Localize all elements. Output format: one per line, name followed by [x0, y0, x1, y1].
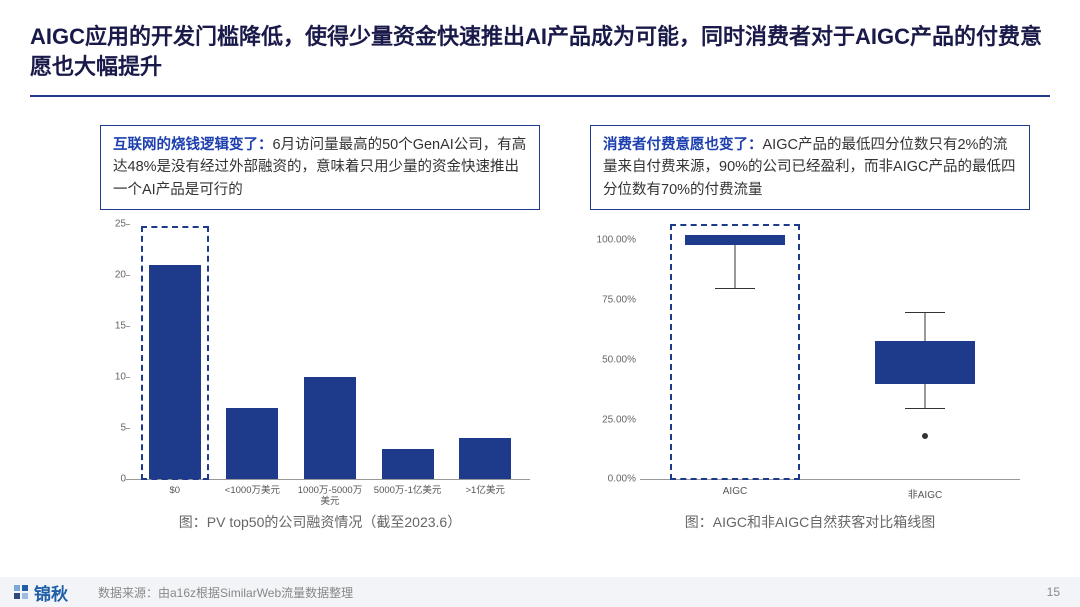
page-title: AIGC应用的开发门槛降低，使得少量资金快速推出AI产品成为可能，同时消费者对于… [30, 22, 1050, 81]
bar [226, 408, 278, 479]
boxplot-ytick-label: 100.00% [590, 235, 636, 246]
bar-ytick-label: 20 [102, 270, 126, 281]
boxplot-xlabels: AIGC非AIGC [640, 482, 1020, 504]
header: AIGC应用的开发门槛降低，使得少量资金快速推出AI产品成为可能，同时消费者对于… [0, 0, 1080, 89]
bar-xlabel: 5000万-1亿美元 [372, 482, 444, 504]
bar-xlabel: <1000万美元 [216, 482, 288, 504]
brand-logo: 锦秋 [0, 580, 68, 605]
boxplot-ytick-label: 75.00% [590, 294, 636, 305]
bar [382, 449, 434, 480]
bar-xlabel: >1亿美元 [449, 482, 521, 504]
bar-ytick-label: 10 [102, 372, 126, 383]
page-number: 15 [1047, 585, 1060, 599]
bar-chart: 0510152025$0<1000万美元 1000万-5000万美元 5000万-1… [100, 224, 540, 504]
boxplot-ytick-label: 0.00% [590, 474, 636, 485]
bar-ytick-label: 15 [102, 321, 126, 332]
bar-xlabels: $0<1000万美元 1000万-5000万美元 5000万-1亿美元>1亿美元 [130, 482, 530, 504]
boxplot-box [875, 341, 975, 384]
bar-ytick-label: 5 [102, 423, 126, 434]
content-row: 互联网的烧钱逻辑变了：6月访问量最高的50个GenAI公司，有高达48%是没有经… [0, 97, 1080, 532]
boxplot-area: 0.00%25.00%50.00%75.00%100.00% [640, 228, 1020, 480]
left-callout-box: 互联网的烧钱逻辑变了：6月访问量最高的50个GenAI公司，有高达48%是没有经… [100, 125, 540, 210]
bar [459, 438, 511, 479]
boxplot-slot [830, 228, 1020, 479]
bar [304, 377, 356, 479]
right-column: 消费者付费意愿也变了：AIGC产品的最低四分位数只有2%的流量来自付费来源，90… [590, 125, 1030, 532]
boxplot-ytick-label: 25.00% [590, 414, 636, 425]
bar-xlabel: $0 [139, 482, 211, 504]
right-callout-lead: 消费者付费意愿也变了： [603, 137, 763, 153]
bar-xlabel: 1000万-5000万美元 [294, 482, 366, 504]
bar-ytick-label: 0 [102, 474, 126, 485]
bar [149, 265, 201, 479]
brand-name: 锦秋 [34, 580, 68, 605]
boxplot-xlabel: AIGC [640, 482, 830, 504]
boxplot-slot [640, 228, 830, 479]
box-plot-chart: 0.00%25.00%50.00%75.00%100.00%AIGC非AIGC [590, 224, 1030, 504]
right-callout-box: 消费者付费意愿也变了：AIGC产品的最低四分位数只有2%的流量来自付费来源，90… [590, 125, 1030, 210]
footer: 锦秋 数据来源：由a16z根据SimilarWeb流量数据整理 15 [0, 577, 1080, 607]
boxplot-xlabel: 非AIGC [830, 482, 1020, 504]
footer-source: 数据来源：由a16z根据SimilarWeb流量数据整理 [98, 584, 353, 601]
bars-container [130, 224, 530, 479]
brand-logo-icon [14, 585, 28, 599]
boxplot-box [685, 235, 785, 245]
right-chart-caption: 图：AIGC和非AIGC自然获客对比箱线图 [590, 512, 1030, 532]
left-chart-caption: 图：PV top50的公司融资情况（截至2023.6） [100, 512, 540, 532]
left-column: 互联网的烧钱逻辑变了：6月访问量最高的50个GenAI公司，有高达48%是没有经… [100, 125, 540, 532]
bar-ytick-label: 25 [102, 219, 126, 230]
boxplot-ytick-label: 50.00% [590, 354, 636, 365]
boxplot-outlier [922, 433, 928, 439]
bar-plot-area: 0510152025 [130, 224, 530, 480]
left-callout-lead: 互联网的烧钱逻辑变了： [113, 137, 273, 153]
